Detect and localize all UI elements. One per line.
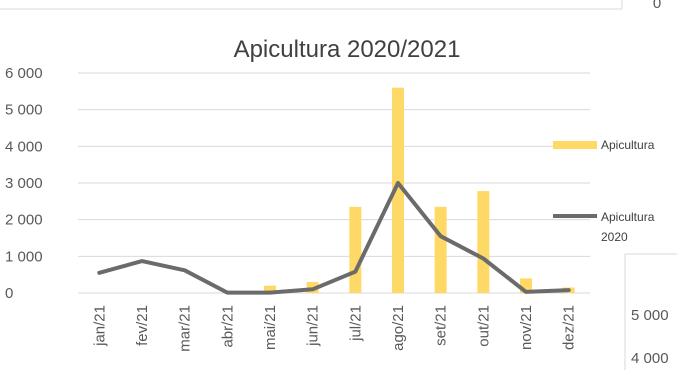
y-tick-label: 2 000 [5, 212, 43, 229]
legend-label-apicultura: Apicultura [601, 138, 655, 152]
chart-title: Apicultura 2020/2021 [234, 36, 461, 63]
legend-swatch-bar [553, 141, 597, 149]
y-tick-label: 4 000 [5, 138, 43, 155]
x-tick-label: jul/21 [347, 305, 364, 342]
y-tick-label: 6 000 [5, 65, 43, 82]
legend-item-apicultura-2020: Apicultura 2020 [553, 210, 655, 244]
bar [434, 206, 447, 293]
y-tick-label: 0 [5, 285, 13, 302]
x-tick-label: mar/21 [177, 305, 194, 352]
bar [264, 285, 276, 293]
x-tick-label: out/21 [475, 305, 492, 347]
gridlines [78, 72, 590, 294]
x-tick-label: mai/21 [262, 305, 279, 350]
legend-label-apicultura-2020-line2: 2020 [601, 230, 628, 244]
y-tick-label: 5 000 [5, 102, 43, 119]
legend-item-apicultura: Apicultura [553, 138, 655, 152]
bar [349, 206, 362, 293]
fragment-tick-5000: 5 000 [631, 307, 669, 324]
y-tick-label: 3 000 [5, 175, 43, 192]
x-tick-label: fev/21 [134, 305, 151, 346]
bar [477, 191, 490, 293]
fragment-tick-4000: 4 000 [631, 350, 669, 367]
legend-label-apicultura-2020-line1: Apicultura [601, 210, 655, 224]
x-tick-label: jan/21 [91, 305, 108, 347]
x-axis-ticks: jan/21 fev/21 mar/21 abr/21 mai/21 jun/21 jul/… [91, 305, 577, 352]
background-fragment-top: 0 [653, 0, 661, 12]
line-series [97, 181, 571, 295]
x-tick-label: nov/21 [518, 305, 535, 350]
x-tick-label: abr/21 [219, 305, 236, 348]
legend: Apicultura Apicultura 2020 [553, 138, 655, 244]
x-tick-label: set/21 [433, 305, 450, 346]
x-tick-label: jun/21 [305, 305, 322, 347]
x-tick-label: ago/21 [390, 305, 407, 351]
bar [392, 87, 404, 294]
y-axis-ticks: 0 1 000 2 000 3 000 4 000 5 000 6 000 [5, 65, 43, 302]
x-tick-label: dez/21 [561, 305, 578, 350]
y-tick-label: 1 000 [5, 248, 43, 265]
series-line [97, 181, 571, 295]
background-chart-fragment: 5 000 4 000 [624, 253, 677, 370]
bar-series [264, 87, 575, 294]
